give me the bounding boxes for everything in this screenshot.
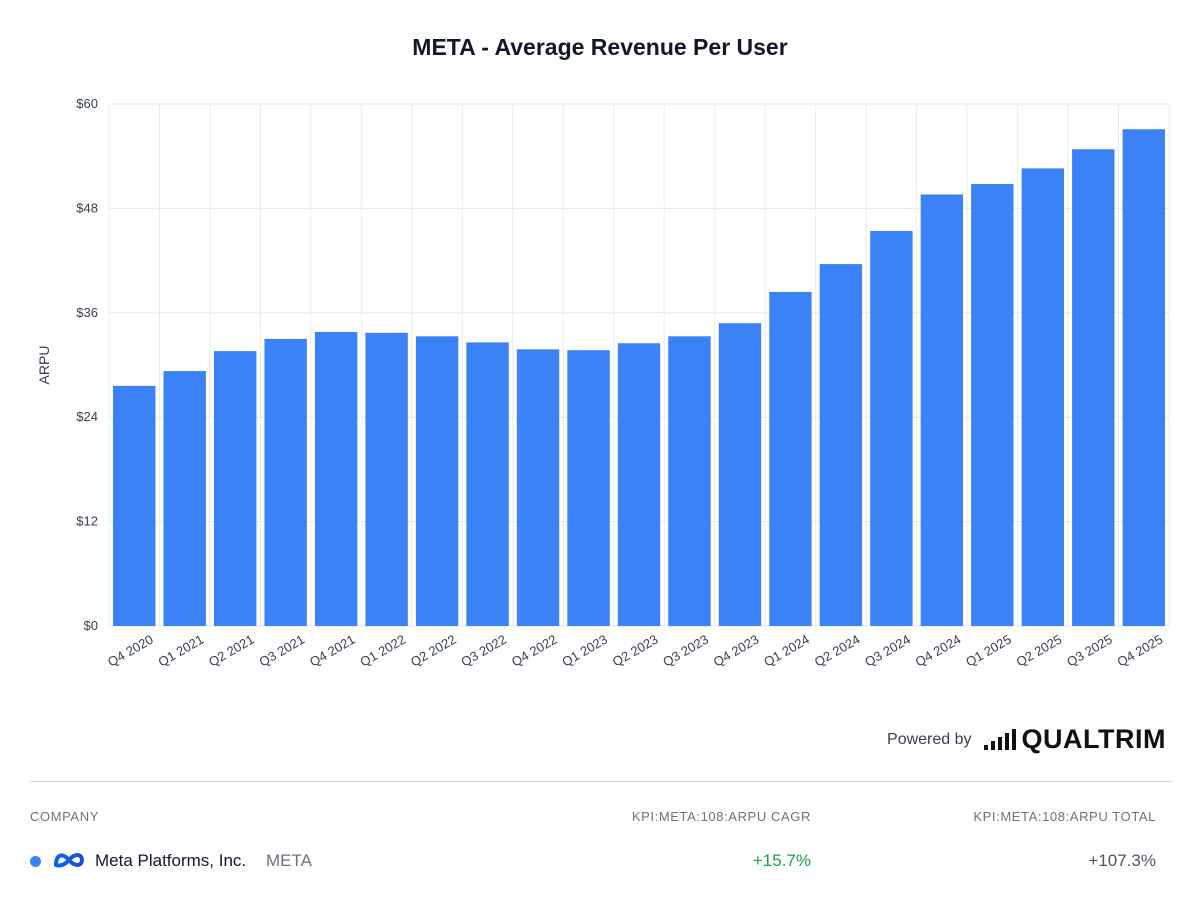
x-tick-label: Q3 2021 — [256, 632, 307, 670]
x-tick-label: Q2 2021 — [206, 632, 257, 670]
header-cagr: KPI:META:108:ARPU CAGR — [631, 809, 811, 824]
qualtrim-brand-name: QUALTRIM — [1021, 724, 1166, 754]
bar-q1-2021 — [163, 371, 206, 626]
x-tick-label: Q4 2024 — [913, 632, 964, 670]
x-tick-label: Q3 2023 — [660, 632, 711, 670]
y-tick-label: $48 — [76, 200, 98, 215]
bar-q3-2025 — [1072, 149, 1115, 627]
x-tick-label: Q4 2025 — [1115, 632, 1166, 670]
signal-bars-icon — [983, 728, 1016, 750]
bar-q2-2025 — [1021, 168, 1065, 626]
table-row[interactable]: Meta Platforms, Inc. META +15.7% +107.3% — [30, 848, 1156, 876]
y-tick-label: $24 — [76, 409, 98, 424]
y-tick-label: $0 — [84, 618, 98, 633]
bar-q2-2024 — [819, 264, 863, 626]
bar-q1-2022 — [365, 332, 408, 626]
bar-q3-2022 — [466, 342, 509, 626]
x-tick-label: Q2 2022 — [408, 632, 459, 670]
x-tick-label: Q3 2025 — [1064, 632, 1115, 670]
meta-logo-icon — [52, 849, 86, 876]
x-tick-label: Q2 2025 — [1014, 632, 1065, 670]
bar-q4-2024 — [920, 194, 964, 627]
bar-q4-2023 — [718, 323, 762, 626]
x-tick-label: Q4 2022 — [509, 632, 560, 670]
x-tick-label: Q4 2021 — [307, 632, 358, 670]
y-tick-label: $36 — [76, 305, 98, 320]
x-tick-label: Q3 2024 — [862, 632, 913, 670]
company-ticker: META — [266, 851, 312, 870]
x-tick-label: Q2 2024 — [812, 632, 863, 670]
y-tick-label: $12 — [76, 514, 98, 529]
y-tick-label: $60 — [76, 96, 98, 111]
total-value: +107.3% — [1088, 851, 1156, 870]
kpi-table-header: COMPANY KPI:META:108:ARPU CAGR KPI:META:… — [30, 809, 1156, 827]
bar-q1-2025 — [971, 184, 1014, 627]
y-axis-title: ARPU — [36, 346, 52, 385]
bar-q2-2022 — [415, 336, 459, 626]
powered-by: Powered by QUALTRIM — [887, 726, 1166, 753]
bar-q4-2025 — [1122, 129, 1165, 627]
x-tick-label: Q1 2022 — [357, 632, 408, 670]
bar-q2-2021 — [213, 351, 257, 626]
bar-q4-2022 — [516, 349, 560, 626]
bar-q4-2020 — [113, 385, 156, 626]
x-tick-label: Q3 2022 — [458, 632, 509, 670]
x-tick-label: Q1 2025 — [963, 632, 1014, 670]
bar-q4-2021 — [314, 331, 358, 626]
bar-q2-2023 — [617, 343, 661, 626]
header-total: KPI:META:108:ARPU TOTAL — [973, 809, 1156, 824]
chart-title: META - Average Revenue Per User — [412, 34, 788, 60]
company-name: Meta Platforms, Inc. — [95, 851, 247, 870]
series-color-dot — [30, 856, 41, 867]
x-tick-label: Q1 2021 — [156, 632, 207, 670]
x-tick-label: Q4 2020 — [105, 632, 156, 670]
bar-q1-2024 — [769, 291, 812, 626]
section-divider — [30, 781, 1172, 782]
x-tick-label: Q1 2023 — [559, 632, 610, 670]
bar-q3-2021 — [264, 338, 307, 626]
bar-q3-2024 — [870, 231, 913, 626]
cagr-value: +15.7% — [752, 851, 811, 870]
bar-q3-2023 — [668, 336, 711, 626]
qualtrim-logo[interactable]: QUALTRIM — [983, 724, 1166, 754]
x-tick-label: Q2 2023 — [610, 632, 661, 670]
powered-by-text: Powered by — [887, 730, 972, 748]
header-company: COMPANY — [30, 809, 99, 824]
bar-q1-2023 — [567, 350, 610, 626]
x-tick-label: Q1 2024 — [761, 632, 812, 670]
x-tick-label: Q4 2023 — [711, 632, 762, 670]
